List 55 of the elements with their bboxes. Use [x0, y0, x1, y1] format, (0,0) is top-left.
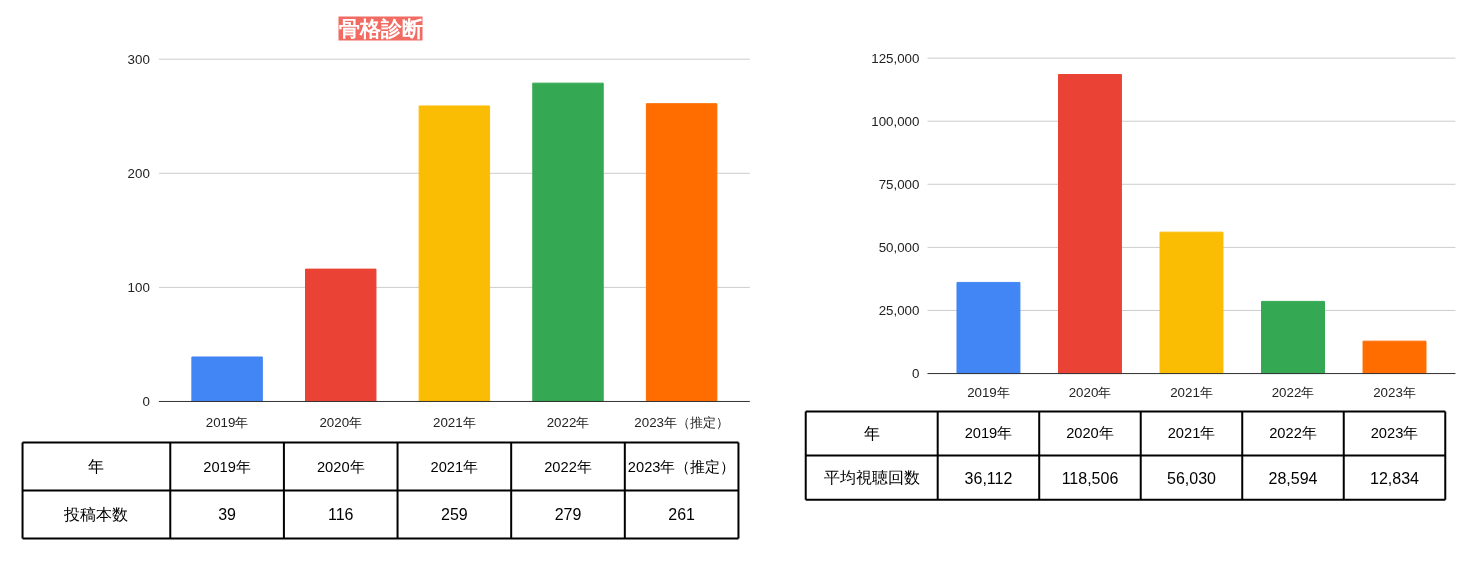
x-tick-label: 2023年 [1373, 384, 1416, 400]
bar [645, 103, 718, 402]
y-tick-label: 25,000 [878, 302, 920, 318]
y-tick-label: 100 [127, 279, 150, 295]
bar [305, 268, 377, 402]
data-label: 56,030 [1167, 469, 1217, 487]
category-label: 2021年 [1167, 425, 1216, 442]
text: 平均視聴回数 [823, 469, 920, 487]
x-tick-label: 2021年 [433, 414, 476, 430]
x-tick-label: 2022年 [546, 414, 590, 430]
y-tick-label: 0 [142, 393, 150, 409]
category-label: 2022年 [1269, 425, 1317, 442]
x-tick-label: 2020年 [1068, 384, 1112, 400]
bar [1159, 231, 1224, 375]
data-label: 36,112 [964, 469, 1013, 487]
x-tick-label: 2021年 [1170, 384, 1213, 400]
y-tick-label: 300 [127, 51, 150, 67]
y-tick-label: 75,000 [878, 176, 920, 192]
x-tick-label: 2022年 [1271, 384, 1315, 400]
category-label: 2023年 [1370, 425, 1419, 442]
data-label: 261 [668, 506, 696, 524]
data-label: 279 [554, 506, 582, 524]
category-label: 2019年 [203, 458, 251, 475]
bar [956, 281, 1021, 375]
chart-title: 骨格診断 [338, 16, 423, 41]
text: 投稿本数 [63, 505, 129, 523]
data-label: 12,834 [1370, 469, 1420, 487]
data-label: 116 [327, 506, 354, 524]
y-tick-label: 100,000 [871, 113, 920, 129]
bar [191, 356, 263, 402]
data-label: 39 [218, 506, 237, 524]
category-label: 2021年 [430, 458, 479, 475]
data-label: 28,594 [1268, 469, 1318, 487]
y-tick-label: 50,000 [878, 239, 920, 255]
text: 年 [88, 458, 105, 476]
category-label: 2022年 [544, 458, 592, 475]
category-label: 2023年（推定） [627, 458, 736, 475]
bar [418, 105, 491, 402]
category-label: 2020年 [316, 458, 365, 475]
x-tick-label: 2023年（推定） [634, 414, 729, 430]
bar [1362, 340, 1427, 375]
x-tick-label: 2019年 [205, 414, 249, 430]
category-label: 2019年 [964, 425, 1013, 442]
y-tick-label: 200 [127, 165, 150, 181]
y-tick-label: 0 [912, 366, 920, 382]
x-tick-label: 2019年 [967, 384, 1010, 400]
bar [1058, 74, 1122, 375]
bar [1261, 300, 1325, 375]
data-label: 118,506 [1061, 469, 1119, 487]
category-label: 2020年 [1066, 425, 1114, 442]
text: 年 [863, 424, 880, 442]
data-label: 259 [441, 506, 468, 524]
y-tick-label: 125,000 [871, 50, 920, 66]
bar [532, 82, 604, 402]
x-tick-label: 2020年 [319, 414, 363, 430]
